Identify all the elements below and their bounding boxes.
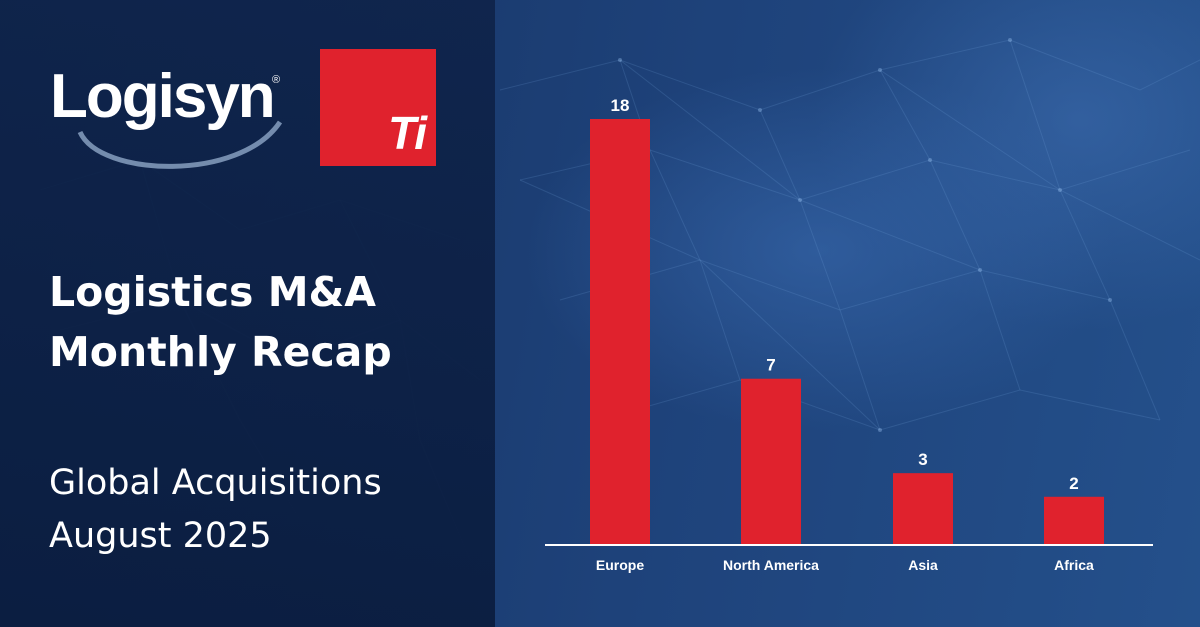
- bar-europe: [590, 119, 650, 544]
- bar-asia: [893, 473, 953, 544]
- bar-north-america: [741, 378, 801, 544]
- x-tick-label: North America: [723, 557, 819, 573]
- subtitle-line-1: Global Acquisitions: [49, 463, 382, 503]
- bar-value-label: 3: [918, 450, 927, 469]
- x-tick-label: Africa: [1054, 557, 1094, 573]
- title-line-2: Monthly Recap: [49, 328, 392, 376]
- bar-value-label: 7: [766, 356, 775, 375]
- registered-mark: ®: [272, 74, 281, 86]
- ti-wordmark: Ti: [387, 107, 427, 159]
- x-tick-label: Asia: [908, 557, 938, 573]
- subtitle-line-2: August 2025: [49, 516, 272, 556]
- title-line-1: Logistics M&A: [49, 268, 377, 316]
- logisyn-wordmark: Logisyn: [50, 62, 276, 131]
- x-tick-label: Europe: [596, 557, 644, 573]
- logisyn-logo: Logisyn ®: [50, 62, 290, 172]
- page-subtitle: Global Acquisitions August 2025: [49, 457, 479, 563]
- logo-swoosh-icon: [77, 120, 283, 169]
- bar-value-label: 2: [1069, 474, 1078, 493]
- ti-logo: Ti: [320, 49, 436, 166]
- page-title: Logistics M&A Monthly Recap: [49, 262, 479, 382]
- bar-africa: [1044, 496, 1104, 544]
- bar-value-label: 18: [611, 96, 630, 115]
